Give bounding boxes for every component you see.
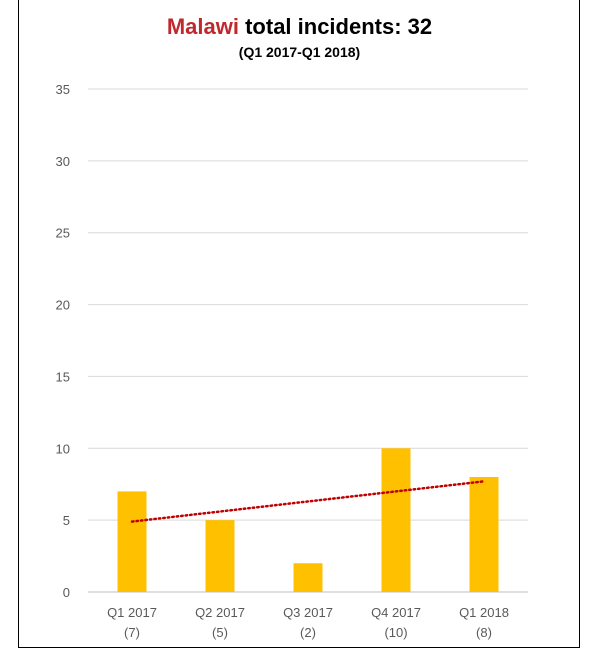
y-tick-label: 15: [56, 369, 70, 384]
chart-title: Malawi total incidents: 32: [0, 14, 599, 40]
x-tick-count: (8): [476, 625, 492, 640]
x-tick-label: Q2 2017: [195, 605, 245, 620]
bar: [469, 477, 499, 592]
country-name: Malawi: [166, 14, 239, 39]
y-tick-label: 10: [56, 441, 70, 456]
x-tick-label: Q1 2018: [459, 605, 509, 620]
title-text: total incidents: 32: [238, 14, 433, 39]
x-tick-label: Q1 2017: [107, 605, 157, 620]
y-tick-label: 0: [63, 585, 70, 600]
bar: [293, 563, 323, 592]
chart-subtitle: (Q1 2017-Q1 2018): [238, 44, 361, 60]
x-tick-count: (5): [212, 625, 228, 640]
y-tick-label: 25: [56, 226, 70, 241]
y-tick-label: 20: [56, 298, 70, 313]
y-tick-label: 5: [63, 513, 70, 528]
bar: [205, 520, 235, 592]
x-tick-count: (2): [300, 625, 316, 640]
trendline: [130, 480, 486, 523]
x-tick-count: (10): [384, 625, 407, 640]
y-tick-label: 30: [56, 154, 70, 169]
bar: [381, 448, 411, 592]
x-tick-label: Q3 2017: [283, 605, 333, 620]
x-tick-label: Q4 2017: [371, 605, 421, 620]
x-tick-count: (7): [124, 625, 140, 640]
y-tick-label: 35: [56, 82, 70, 97]
bar: [117, 491, 147, 592]
